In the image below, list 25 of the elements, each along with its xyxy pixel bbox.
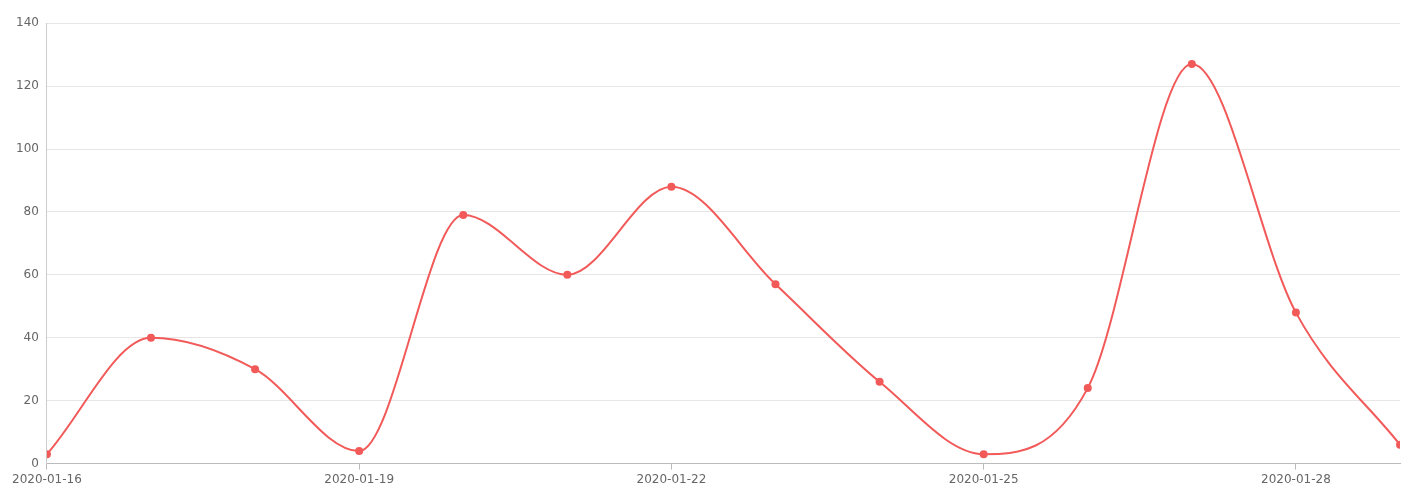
x-tick-label: 2020-01-16 [12, 471, 82, 486]
point [355, 447, 364, 456]
point [1083, 384, 1092, 393]
point [563, 270, 572, 279]
point [459, 211, 468, 220]
point [667, 182, 676, 191]
y-tick-label: 60 [23, 266, 39, 281]
point [979, 450, 988, 459]
y-tick-label: 80 [23, 204, 39, 219]
y-tick-label: 100 [16, 141, 39, 156]
x-tick-label: 2020-01-19 [324, 471, 395, 486]
point [146, 333, 155, 342]
y-tick-label: 40 [23, 329, 39, 344]
point [1187, 60, 1196, 69]
point [251, 365, 260, 374]
y-tick-label: 20 [23, 392, 39, 407]
x-tick-label: 2020-01-25 [948, 471, 1019, 486]
y-tick-label: 120 [16, 78, 39, 93]
point [875, 377, 884, 386]
x-tick-label: 2020-01-22 [636, 471, 707, 486]
y-tick-label: 140 [16, 15, 39, 30]
point [1291, 308, 1300, 317]
point [771, 280, 780, 289]
y-tick-label: 0 [31, 455, 39, 470]
x-tick-label: 2020-01-28 [1261, 471, 1331, 486]
